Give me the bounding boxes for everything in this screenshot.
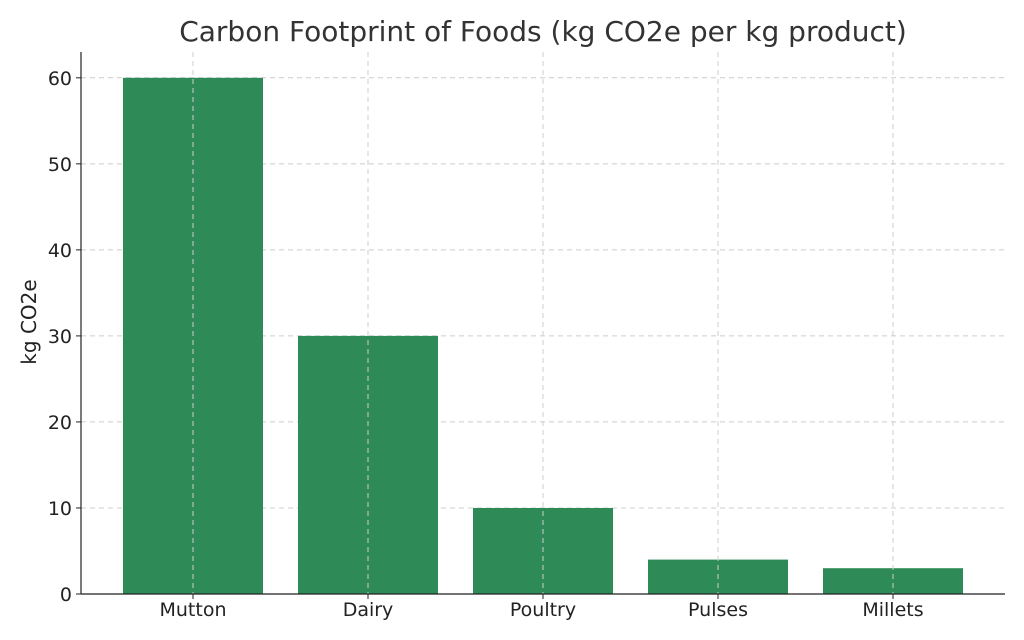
x-ticks: Mutton Dairy Poultry Pulses Millets	[159, 594, 924, 621]
x-tick-label: Mutton	[159, 599, 226, 621]
y-tick-label: 40	[48, 240, 72, 262]
x-tick-label: Pulses	[688, 599, 748, 621]
x-tick-label: Dairy	[343, 599, 394, 621]
y-axis-label: kg CO2e	[17, 279, 41, 364]
y-ticks: 0 10 20 30 40 50 60	[48, 68, 81, 606]
x-tick-label: Poultry	[510, 599, 576, 621]
x-tick-label: Millets	[862, 599, 923, 621]
chart-title: Carbon Footprint of Foods (kg CO2e per k…	[179, 15, 907, 48]
y-tick-label: 60	[48, 68, 72, 90]
y-tick-label: 10	[48, 498, 72, 520]
y-tick-label: 0	[60, 584, 72, 606]
y-tick-label: 30	[48, 326, 72, 348]
y-tick-label: 50	[48, 154, 72, 176]
bar-dairy	[298, 335, 438, 594]
y-tick-label: 20	[48, 412, 72, 434]
bar-millets	[823, 568, 963, 594]
